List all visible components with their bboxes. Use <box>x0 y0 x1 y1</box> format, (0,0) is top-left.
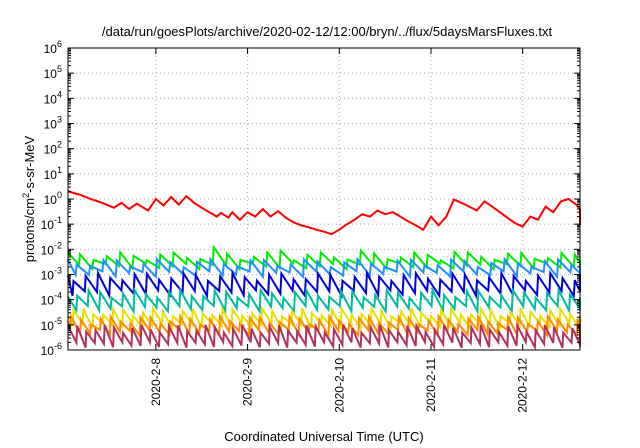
y-tick-base: 10 <box>44 193 58 207</box>
x-tick-label: 2020-2-8 <box>149 358 163 406</box>
y-tick-base: 10 <box>41 218 55 232</box>
y-tick-exp: 3 <box>57 115 62 125</box>
x-axis: 2020-2-8 2020-2-9 2020-2-10 2020-2-11 2020-2… <box>149 48 530 413</box>
series-line-6 <box>67 304 581 333</box>
y-tick-label: 106 <box>44 39 62 56</box>
y-tick-base: 10 <box>44 118 58 132</box>
y-tick-label: 10-4 <box>41 291 62 308</box>
y-tick-exp: -6 <box>54 341 62 351</box>
y-tick-base: 10 <box>44 168 58 182</box>
series-line-2 <box>67 244 581 272</box>
y-tick-base: 10 <box>41 294 55 308</box>
y-tick-label: 102 <box>44 140 62 157</box>
y-tick-base: 10 <box>41 344 55 358</box>
y-tick-base: 10 <box>44 67 58 81</box>
y-tick-exp: -4 <box>54 291 62 301</box>
y-tick-label: 10-3 <box>41 266 62 283</box>
y-axis-label: protons/cm2-s-sr-MeV <box>21 135 37 262</box>
y-tick-base: 10 <box>44 92 58 106</box>
series-line-1 <box>67 190 581 236</box>
series-line-5 <box>67 286 581 316</box>
grid-lines <box>68 48 580 350</box>
y-tick-label: 101 <box>44 165 62 182</box>
y-tick-exp: -3 <box>54 266 62 276</box>
y-tick-label: 10-5 <box>41 316 62 333</box>
series-layer <box>67 190 581 351</box>
y-tick-base: 10 <box>44 42 58 56</box>
y-tick-base: 10 <box>44 143 58 157</box>
y-tick-exp: 1 <box>57 165 62 175</box>
y-tick-exp: 4 <box>57 89 62 99</box>
y-tick-label: 100 <box>44 190 62 207</box>
x-tick-label: 2020-2-9 <box>241 358 255 406</box>
y-tick-label: 10-6 <box>41 341 62 358</box>
y-tick-exp: 5 <box>57 64 62 74</box>
y-tick-exp: -5 <box>54 316 62 326</box>
x-tick-label: 2020-2-10 <box>332 358 346 413</box>
series-line-3 <box>67 256 581 280</box>
y-label-base: protons/cm <box>22 198 37 262</box>
y-tick-label: 105 <box>44 64 62 81</box>
y-tick-exp: 2 <box>57 140 62 150</box>
y-tick-label: 10-1 <box>41 215 62 232</box>
x-tick-label: 2020-2-11 <box>424 358 438 412</box>
chart-title: /data/run/goesPlots/archive/2020-02-12/1… <box>102 24 553 39</box>
y-axis: 10610510410310210110010-110-210-310-410-… <box>41 39 580 358</box>
y-tick-exp: 0 <box>57 190 62 200</box>
series-line-8 <box>67 321 581 351</box>
y-label-rest: -s-sr-MeV <box>22 135 37 192</box>
y-tick-base: 10 <box>41 243 55 257</box>
y-tick-exp: 6 <box>57 39 62 49</box>
y-tick-base: 10 <box>41 269 55 283</box>
x-axis-label: Coordinated Universal Time (UTC) <box>224 429 423 444</box>
y-tick-label: 104 <box>44 89 62 106</box>
series-line-4 <box>67 269 581 300</box>
y-tick-label: 10-2 <box>41 240 62 257</box>
y-label-sup: 2 <box>21 193 31 198</box>
y-tick-label: 103 <box>44 115 62 132</box>
y-tick-base: 10 <box>41 319 55 333</box>
y-tick-exp: -1 <box>54 215 62 225</box>
y-tick-exp: -2 <box>54 240 62 250</box>
x-tick-label: 2020-2-12 <box>516 358 530 413</box>
